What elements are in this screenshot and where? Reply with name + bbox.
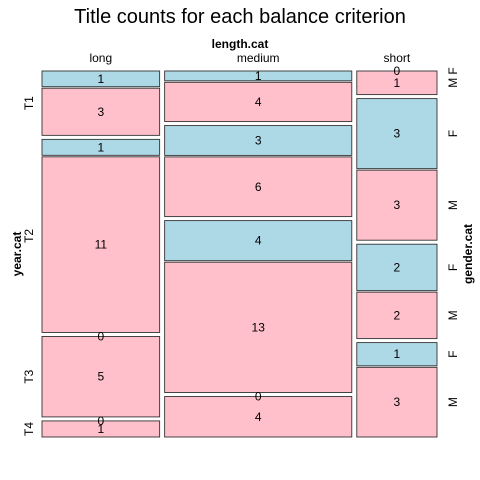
row-variable-label: year.cat	[10, 232, 24, 277]
tile-short-T2-F	[356, 98, 438, 170]
count-label-long-T4-F: 0	[97, 414, 104, 428]
count-label-short-T2-F: 3	[394, 127, 401, 141]
fill-level-label-T1-M: M	[446, 78, 460, 88]
tile-medium-T1-F	[164, 70, 353, 82]
count-label-medium-T3-M: 13	[252, 320, 266, 334]
tile-medium-T2-F	[164, 125, 353, 156]
count-label-long-T1-M: 3	[97, 105, 104, 119]
tile-long-T2-F	[41, 138, 161, 156]
fill-level-label-T2-F: F	[446, 130, 460, 137]
count-label-medium-T3-F: 4	[255, 234, 262, 248]
count-label-medium-T2-M: 6	[255, 180, 262, 194]
fill-variable-label: gender.cat	[461, 224, 475, 284]
column-variable-label: length.cat	[212, 37, 269, 51]
tile-short-T4-F	[356, 342, 438, 367]
count-label-medium-T4-M: 4	[255, 410, 262, 424]
tile-medium-T2-M	[164, 156, 353, 218]
count-label-short-T3-M: 2	[394, 308, 401, 322]
tile-long-T1-F	[41, 70, 161, 88]
tile-short-T1-M	[356, 70, 438, 96]
tile-short-T2-M	[356, 169, 438, 241]
count-label-long-T3-M: 5	[97, 370, 104, 384]
row-level-label-T1: T1	[22, 96, 36, 110]
count-label-short-T1-M: 1	[394, 76, 401, 90]
count-label-long-T2-F: 1	[97, 140, 104, 154]
fill-level-label-T4-F: F	[446, 351, 460, 358]
column-level-label-medium: medium	[237, 51, 280, 65]
column-level-label-short: short	[384, 51, 411, 65]
row-level-label-T4: T4	[22, 422, 36, 436]
tile-medium-T1-M	[164, 81, 353, 123]
tile-long-T3-M	[41, 336, 161, 418]
tile-short-T4-M	[356, 366, 438, 438]
chart-title: Title counts for each balance criterion	[74, 6, 406, 28]
fill-level-label-T2-M: M	[446, 200, 460, 210]
fill-level-label-T1-F: F	[446, 67, 460, 74]
tile-long-T2-M	[41, 156, 161, 333]
tile-short-T3-F	[356, 243, 438, 292]
row-level-label-T3: T3	[22, 369, 36, 383]
tile-short-T3-M	[356, 291, 438, 340]
tile-long-T4-M	[41, 420, 161, 438]
count-label-long-T3-F: 0	[97, 329, 104, 343]
fill-level-label-T3-M: M	[446, 310, 460, 320]
tile-long-T1-M	[41, 87, 161, 136]
count-label-medium-T1-F: 1	[255, 69, 262, 83]
count-label-short-T2-M: 3	[394, 198, 401, 212]
count-label-medium-T4-F: 0	[255, 390, 262, 404]
count-label-short-T4-M: 3	[394, 395, 401, 409]
tile-medium-T3-M	[164, 261, 353, 393]
tile-medium-T3-F	[164, 220, 353, 262]
count-label-medium-T2-F: 3	[255, 133, 262, 147]
count-label-long-T1-F: 1	[97, 72, 104, 86]
count-label-short-T1-F: 0	[394, 64, 401, 78]
count-label-long-T2-M: 11	[95, 238, 108, 252]
column-level-label-long: long	[89, 51, 112, 65]
row-level-label-T2: T2	[22, 229, 36, 243]
tile-medium-T4-M	[164, 396, 353, 438]
count-label-short-T3-F: 2	[394, 260, 401, 274]
fill-level-label-T4-M: M	[446, 397, 460, 407]
count-label-long-T4-M: 1	[97, 422, 104, 436]
count-label-medium-T1-M: 4	[255, 95, 262, 109]
fill-level-label-T3-F: F	[446, 264, 460, 271]
count-label-short-T4-F: 1	[394, 347, 401, 361]
